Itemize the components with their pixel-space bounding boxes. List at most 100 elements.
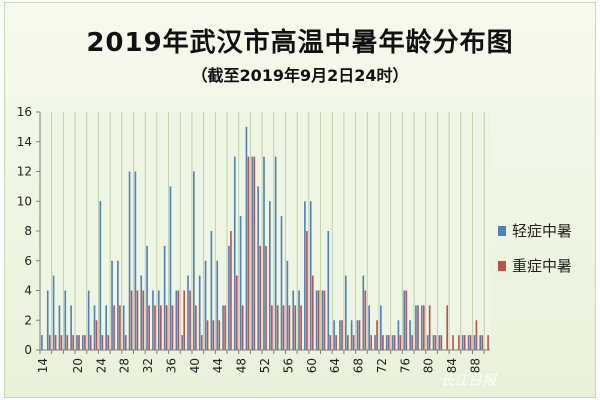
x-tick-label: 48	[235, 358, 249, 373]
bar-mild	[157, 290, 160, 350]
x-tick-label: 56	[281, 358, 295, 373]
bar-mild	[152, 290, 154, 350]
bar-mild	[298, 290, 300, 350]
y-tick-label: 16	[17, 105, 32, 119]
bar-severe	[276, 305, 279, 350]
bar-mild	[409, 320, 411, 350]
bar-severe	[347, 335, 349, 350]
bar-severe	[440, 335, 443, 350]
x-tick-label: 52	[258, 358, 272, 373]
bar-mild	[46, 290, 49, 350]
bar-mild	[438, 335, 441, 350]
bar-severe	[294, 305, 297, 350]
bar-severe	[358, 320, 361, 350]
bar-severe	[119, 305, 121, 350]
bar-severe	[411, 335, 413, 350]
bar-severe	[224, 305, 226, 350]
legend-swatch-severe	[498, 260, 506, 271]
bar-mild	[397, 320, 400, 350]
bar-mild	[333, 320, 335, 350]
bar-mild	[315, 290, 318, 350]
bar-mild	[251, 156, 254, 350]
y-tick-label: 10	[17, 194, 32, 208]
bar-mild	[327, 231, 330, 350]
bar-mild	[163, 245, 166, 350]
bar-severe	[241, 305, 244, 350]
legend-label-mild: 轻症中暑	[512, 222, 573, 240]
bar-severe	[95, 320, 98, 350]
bar-severe	[364, 290, 367, 350]
bar-severe	[428, 305, 431, 350]
y-tick-label: 14	[17, 135, 32, 149]
legend-label-severe: 重症中暑	[512, 257, 573, 275]
x-tick-label: 20	[71, 358, 85, 373]
bar-severe	[265, 245, 267, 350]
bar-severe	[113, 305, 115, 350]
bar-severe	[60, 335, 63, 350]
bar-severe	[306, 231, 308, 350]
bar-mild	[391, 335, 394, 350]
bar-mild	[52, 275, 55, 350]
bar-severe	[475, 320, 478, 350]
bar-severe	[452, 335, 454, 350]
x-tick-label: 68	[352, 358, 366, 373]
x-tick-label: 60	[305, 358, 319, 373]
y-tick-label: 8	[24, 224, 32, 238]
bar-severe	[89, 335, 92, 350]
bar-mild	[111, 260, 113, 350]
bar-mild	[222, 305, 224, 350]
bar-severe	[183, 290, 186, 350]
bar-mild	[146, 245, 148, 350]
bar-severe	[195, 305, 197, 350]
bar-mild	[274, 156, 277, 350]
bar-mild	[280, 216, 283, 350]
bar-mild	[344, 275, 347, 350]
bar-severe	[84, 335, 86, 350]
bar-mild	[193, 171, 195, 350]
bar-severe	[206, 320, 209, 350]
bar-severe	[177, 290, 180, 350]
bar-severe	[393, 335, 396, 350]
bar-severe	[142, 290, 145, 350]
x-tick-label: 24	[94, 358, 108, 373]
bar-mild	[380, 305, 382, 350]
legend-item-severe: 重症中暑	[498, 255, 572, 276]
x-tick-label: 72	[375, 358, 389, 373]
bar-mild	[87, 290, 90, 350]
bar-mild	[216, 260, 219, 350]
bar-severe	[329, 335, 332, 350]
bar-severe	[317, 290, 320, 350]
bar-severe	[311, 275, 314, 350]
bar-mild	[304, 201, 306, 350]
bar-mild	[362, 275, 365, 350]
bar-severe	[253, 156, 256, 350]
bar-mild	[420, 305, 423, 350]
bar-severe	[271, 305, 273, 350]
bar-mild	[210, 231, 213, 350]
plot-area	[40, 112, 490, 350]
bar-mild	[403, 290, 406, 350]
bar-mild	[99, 201, 102, 350]
bar-severe	[463, 335, 466, 350]
x-tick-label: 76	[398, 358, 412, 373]
bar-severe	[405, 290, 408, 350]
bar-mild	[257, 186, 259, 350]
bar-severe	[200, 335, 203, 350]
y-tick-label: 2	[24, 313, 32, 327]
bar-severe	[212, 320, 215, 350]
bar-mild	[263, 156, 265, 350]
bar-mild	[269, 201, 271, 350]
bar-severe	[72, 335, 74, 350]
bar-mild	[198, 275, 201, 350]
bar-severe	[101, 335, 104, 350]
x-tick-label: 84	[445, 358, 459, 373]
bar-severe	[434, 335, 437, 350]
bar-mild	[461, 335, 464, 350]
bar-mild	[339, 320, 341, 350]
bar-severe	[487, 335, 489, 350]
x-tick-label: 28	[118, 358, 132, 373]
bar-mild	[64, 290, 67, 350]
x-tick-label: 80	[422, 358, 436, 373]
bar-mild	[415, 305, 417, 350]
bar-severe	[230, 231, 232, 350]
